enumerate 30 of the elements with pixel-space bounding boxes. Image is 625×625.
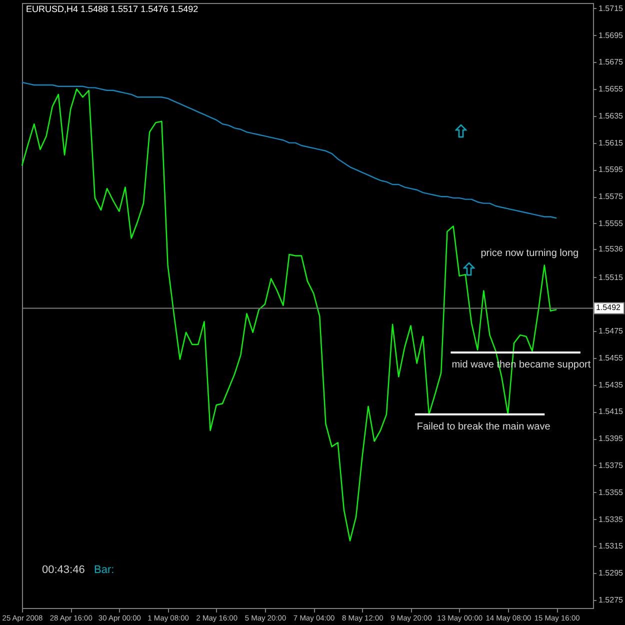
y-tick-label: 1.5275 <box>598 595 624 604</box>
y-tick-label: 1.5595 <box>598 165 624 174</box>
y-tick-label: 1.5295 <box>598 568 624 578</box>
line-series <box>21 82 558 219</box>
y-tick-label: 1.5715 <box>598 4 624 13</box>
y-tick-label: 1.5695 <box>598 30 624 40</box>
y-tick-label: 1.5435 <box>598 380 624 390</box>
y-tick-label: 1.5315 <box>598 542 624 551</box>
ref-line-label: Failed to break the main wave <box>416 421 551 432</box>
y-tick-label: 1.5635 <box>598 111 624 120</box>
y-tick-label: 1.5555 <box>598 218 624 228</box>
annotation: 00:43:46 <box>42 564 85 576</box>
y-tick-label: 1.5575 <box>598 192 624 202</box>
y-tick-label: 1.5475 <box>598 326 624 336</box>
y-tick-label: 1.5536 <box>598 244 624 254</box>
ref-line-label: 1.5492 <box>596 303 622 312</box>
line-series <box>21 88 558 542</box>
y-tick-label: 1.5615 <box>598 138 624 148</box>
chart-title: EURUSD,H4 1.5488 1.5517 1.5476 1.5492 <box>26 4 198 14</box>
annotation: Bar: <box>94 564 114 576</box>
y-tick-label: 1.5675 <box>598 58 624 67</box>
y-tick-label: 1.5335 <box>598 514 624 524</box>
y-tick-label: 1.5655 <box>598 84 624 94</box>
y-tick-label: 1.5515 <box>598 272 624 282</box>
y-tick-label: 1.5455 <box>598 353 624 362</box>
y-tick-label: 1.5415 <box>598 407 624 416</box>
y-tick-label: 1.5355 <box>598 488 624 497</box>
y-tick-label: 1.5375 <box>598 460 624 470</box>
y-tick-label: 1.5395 <box>598 434 624 444</box>
annotation: price now turning long <box>480 248 579 259</box>
